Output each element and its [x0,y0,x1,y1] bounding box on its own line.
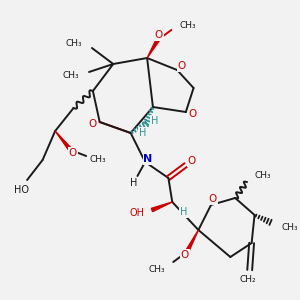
Text: H: H [130,178,137,188]
Text: CH₃: CH₃ [282,223,298,232]
Text: CH₃: CH₃ [254,172,271,181]
Text: N: N [143,154,153,164]
Text: CH₂: CH₂ [239,274,256,284]
Text: O: O [209,194,217,204]
Text: CH₃: CH₃ [89,155,106,164]
Polygon shape [55,131,72,151]
Text: CH₃: CH₃ [179,20,196,29]
Text: OH: OH [129,208,144,218]
Text: O: O [178,61,186,71]
Text: O: O [181,250,189,260]
Polygon shape [147,39,159,58]
Text: CH₃: CH₃ [66,38,82,47]
Polygon shape [185,230,198,253]
Text: H: H [139,128,146,138]
Polygon shape [151,202,172,211]
Text: CH₃: CH₃ [63,71,80,80]
Text: HO: HO [14,185,29,195]
Text: O: O [188,109,197,119]
Text: O: O [68,148,77,158]
Text: H: H [151,116,158,126]
Text: O: O [89,119,97,129]
Text: CH₃: CH₃ [149,266,166,274]
Text: O: O [154,30,163,40]
Text: O: O [188,156,196,166]
Text: H: H [180,207,188,217]
